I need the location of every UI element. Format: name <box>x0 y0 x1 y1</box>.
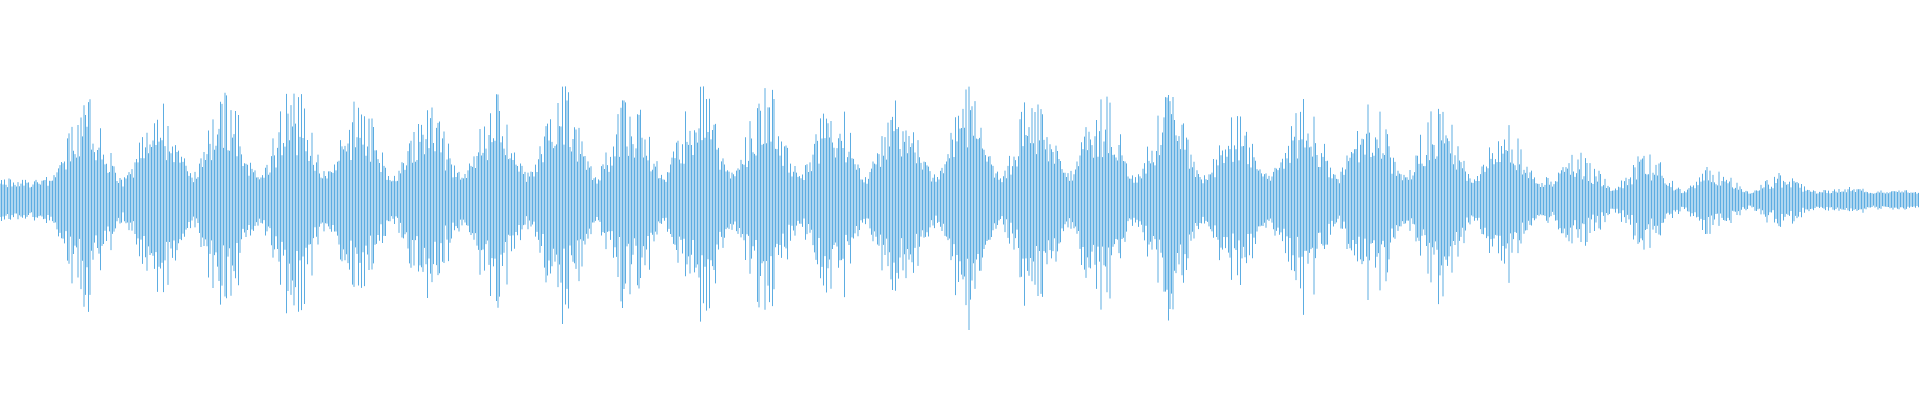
waveform-bars <box>0 86 1919 330</box>
